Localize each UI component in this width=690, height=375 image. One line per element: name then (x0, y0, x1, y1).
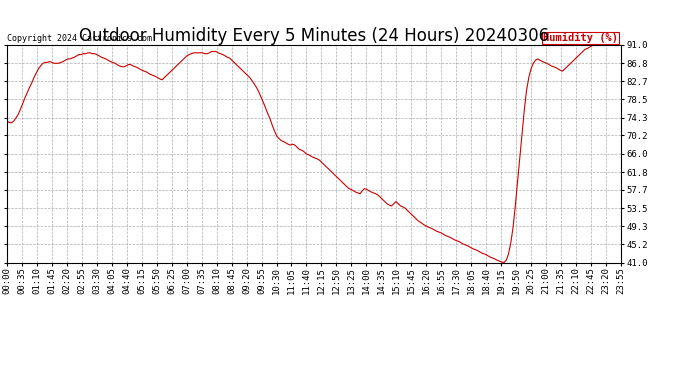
Text: Humidity (%): Humidity (%) (543, 33, 618, 43)
Text: Copyright 2024 Cartronics.com: Copyright 2024 Cartronics.com (7, 34, 152, 43)
Title: Outdoor Humidity Every 5 Minutes (24 Hours) 20240306: Outdoor Humidity Every 5 Minutes (24 Hou… (79, 27, 549, 45)
